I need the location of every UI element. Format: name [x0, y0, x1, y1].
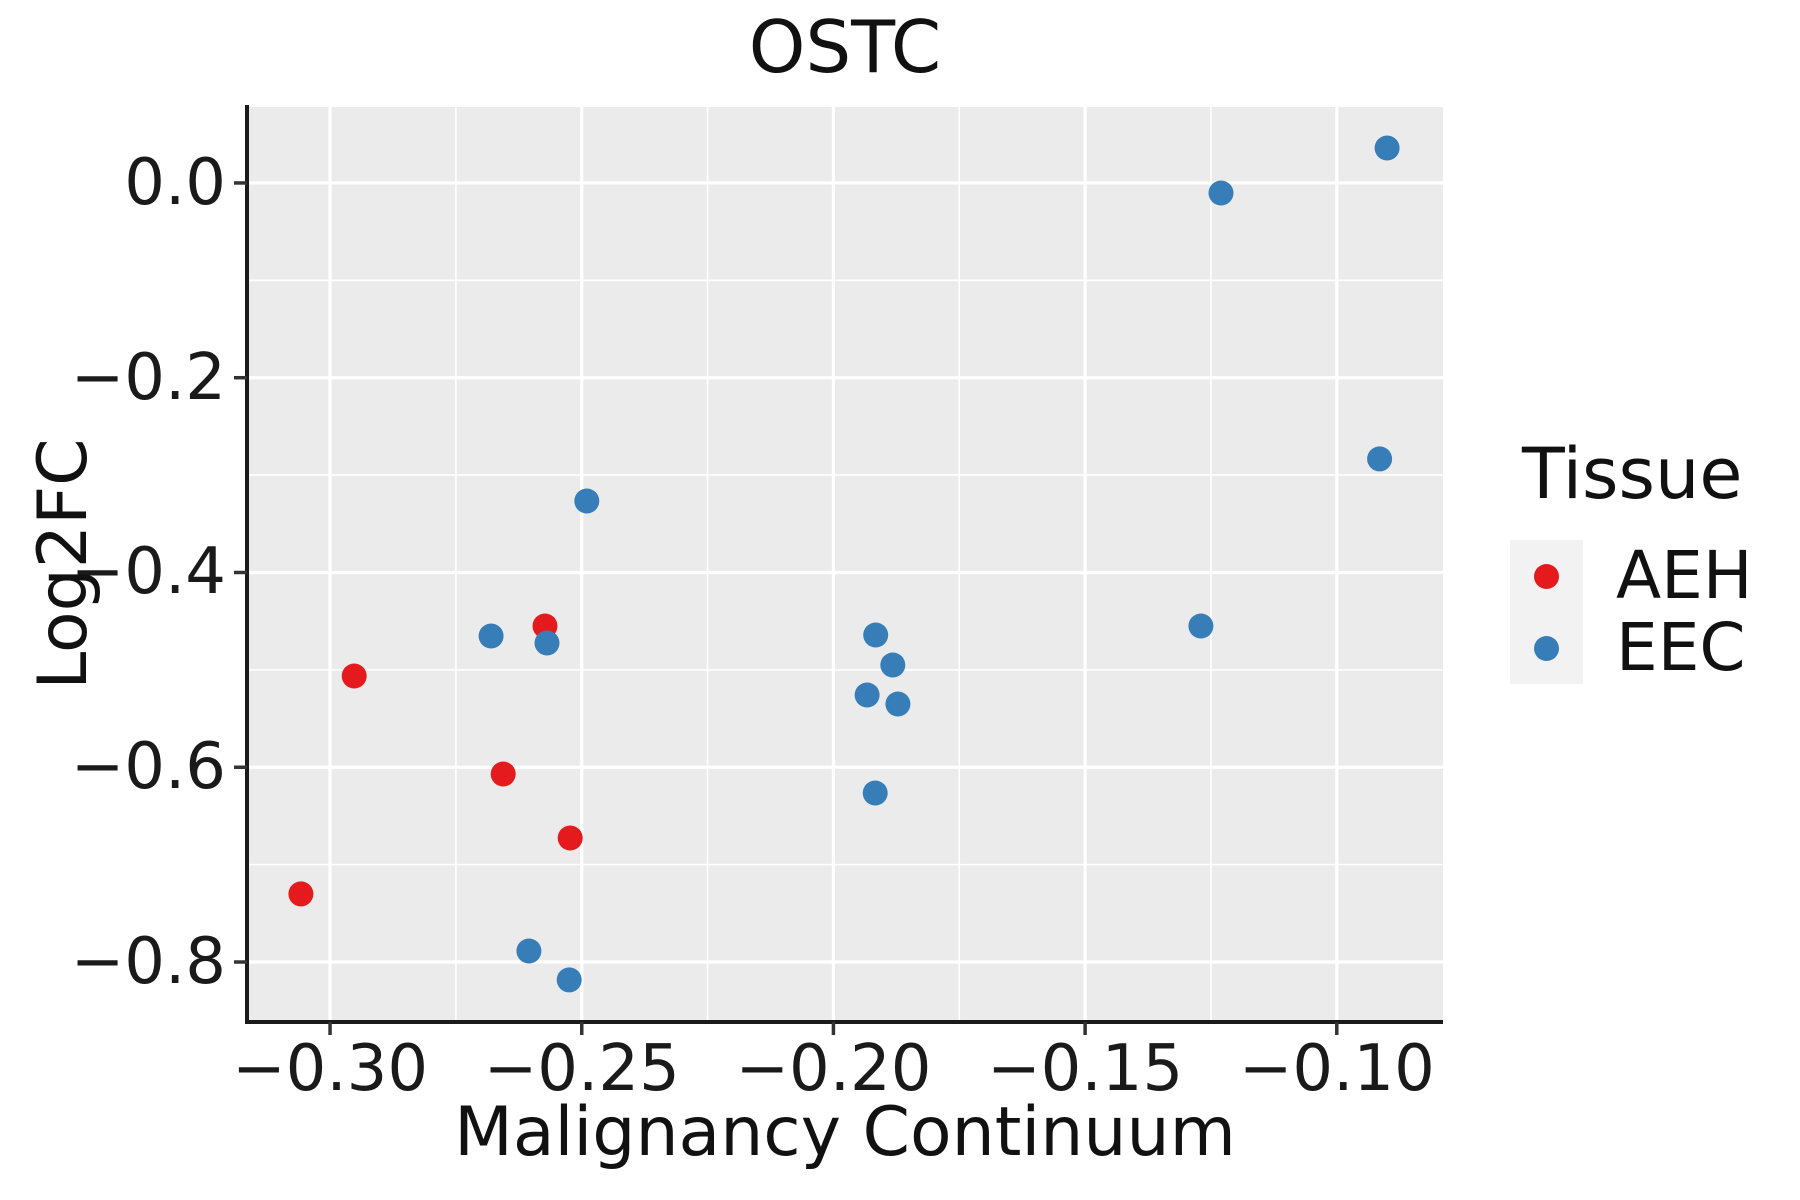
data-point-AEH	[490, 761, 516, 787]
data-point-EEC	[1367, 446, 1393, 472]
y-tick-label: −0.8	[70, 924, 226, 999]
x-tick-label: −0.10	[1238, 1032, 1435, 1106]
legend-label-EEC: EEC	[1616, 609, 1746, 686]
y-tick-label: −0.2	[70, 340, 226, 415]
y-tick-label: 0.0	[124, 145, 226, 220]
data-point-EEC	[854, 682, 880, 708]
x-tick-label: −0.15	[987, 1032, 1184, 1106]
legend-dot-icon	[1534, 563, 1559, 589]
x-axis-title: Malignancy Continuum	[454, 1093, 1236, 1172]
chart-title: OSTC	[748, 5, 942, 89]
y-tick-label: −0.6	[70, 730, 226, 805]
data-point-EEC	[862, 780, 888, 806]
y-tick-label: −0.4	[70, 535, 226, 610]
legend-label-AEH: AEH	[1616, 537, 1753, 614]
legend-dot-icon	[1534, 635, 1559, 661]
panel-background	[247, 107, 1443, 1022]
data-point-EEC	[863, 622, 889, 648]
data-point-EEC	[1208, 180, 1234, 206]
data-point-EEC	[885, 691, 911, 717]
x-tick-label: −0.20	[735, 1032, 932, 1106]
x-tick-label: −0.25	[483, 1032, 680, 1106]
data-point-AEH	[557, 825, 583, 851]
data-point-EEC	[1188, 613, 1214, 639]
data-point-AEH	[288, 881, 314, 907]
legend-key-AEH	[1510, 540, 1583, 612]
legend-key-EEC	[1510, 612, 1583, 684]
data-point-EEC	[516, 938, 542, 964]
data-point-EEC	[478, 623, 504, 649]
data-point-EEC	[1374, 135, 1400, 161]
data-point-EEC	[880, 652, 906, 678]
data-point-EEC	[534, 630, 560, 656]
x-tick-label: −0.30	[231, 1032, 429, 1106]
legend-title: Tissue	[1522, 433, 1743, 515]
data-point-AEH	[341, 663, 367, 689]
data-point-EEC	[556, 967, 582, 993]
data-point-EEC	[574, 488, 600, 514]
